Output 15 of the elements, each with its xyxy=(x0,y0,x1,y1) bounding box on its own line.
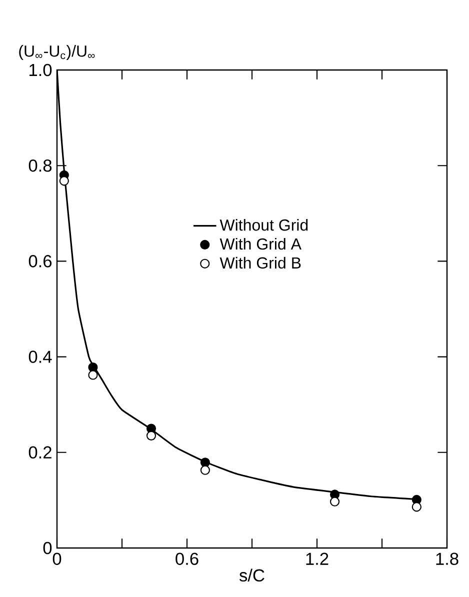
y-tick-label: 0.8 xyxy=(28,159,52,172)
legend-label: With Grid B xyxy=(220,256,301,269)
x-tick-label: 0 xyxy=(52,552,62,565)
x-tick-label: 1.8 xyxy=(436,552,458,565)
y-tick-label: 0 xyxy=(43,542,52,554)
x-tick-label: 0.6 xyxy=(176,552,198,565)
y-tick-label: 1.0 xyxy=(30,64,52,76)
y-axis-title: (U$_{∞}$-U$_{c}$)/U$_{∞}$ xyxy=(19,45,95,60)
legend-label: With Grid A xyxy=(220,238,302,250)
y-tick-label: 0.4 xyxy=(28,350,52,363)
x-axis-title: s/C xyxy=(239,568,264,582)
y-tick-label: 0.2 xyxy=(28,446,52,459)
legend-label: Without Grid xyxy=(220,219,308,231)
y-tick-label: 0.6 xyxy=(28,255,52,268)
x-tick-label: 1.2 xyxy=(306,552,328,565)
